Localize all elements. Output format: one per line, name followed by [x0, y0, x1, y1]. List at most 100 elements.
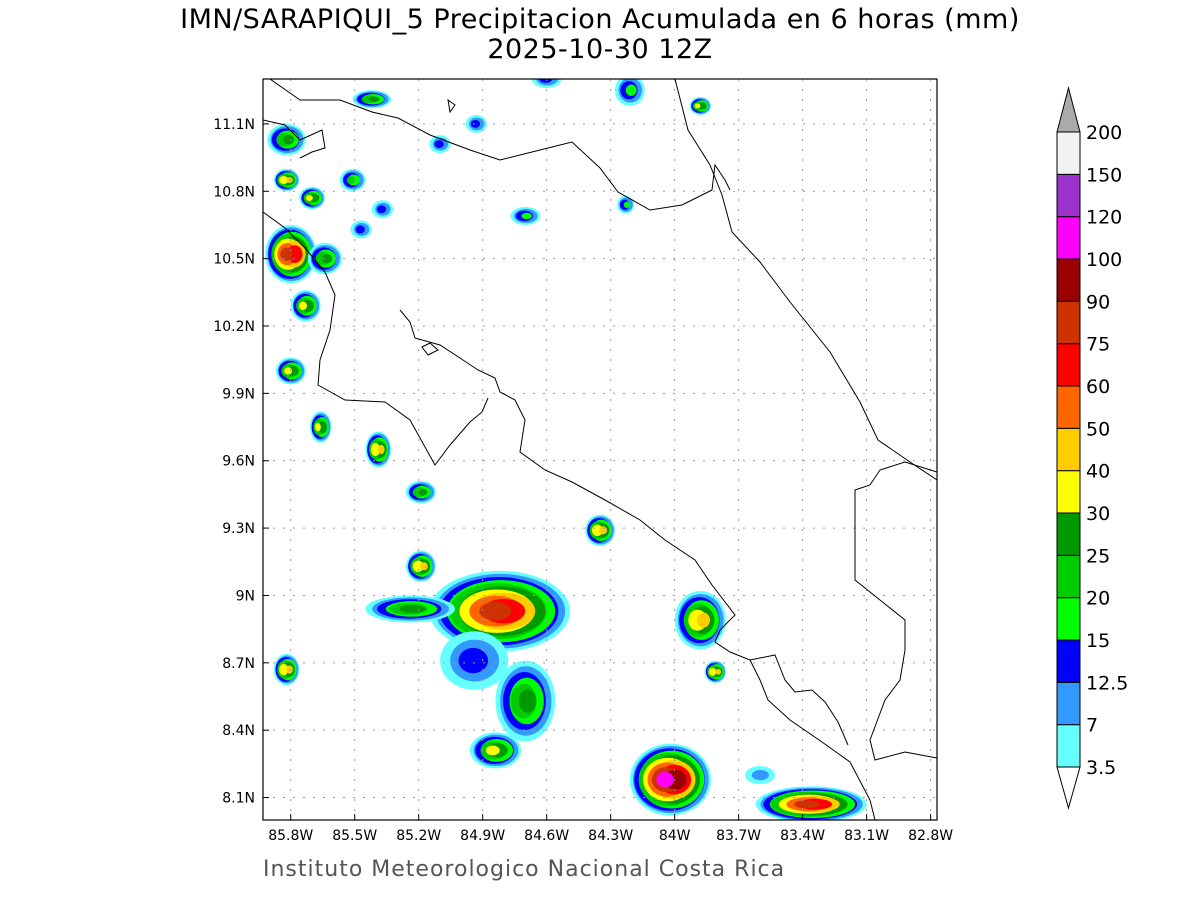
- colorbar-label: 150: [1086, 164, 1122, 186]
- map-title: IMN/SARAPIQUI_5 Precipitacion Acumulada …: [180, 4, 1020, 35]
- colorbar-swatch: [1056, 173, 1081, 218]
- x-tick-label: 83.4W: [780, 828, 825, 844]
- colorbar-swatch: [1056, 554, 1081, 599]
- rain-cell: [365, 595, 455, 623]
- rain-cell: [273, 653, 300, 686]
- rain-cell: [704, 660, 726, 684]
- rain-cell: [365, 431, 391, 468]
- rain-cell: [510, 206, 541, 225]
- rain-cell: [614, 79, 645, 106]
- border-nicaragua: [269, 79, 731, 211]
- rain-cell: [617, 195, 635, 214]
- y-tick-label: 9.3N: [222, 521, 255, 537]
- colorbar-swatch: [1056, 300, 1081, 345]
- border-panama: [854, 461, 937, 761]
- x-tick-label: 84.6W: [524, 828, 569, 844]
- x-tick-label: 85.5W: [332, 828, 377, 844]
- rain-cell: [405, 480, 436, 504]
- x-tick-label: 84.9W: [460, 828, 505, 844]
- coastlines: [263, 79, 937, 820]
- rain-cell: [429, 135, 451, 154]
- colorbar: 3.5 7 12.5 15 20 25 30 40 50 60 75 90 100 120 150 200: [1056, 86, 1128, 810]
- colorbar-label: 15: [1086, 630, 1110, 652]
- rain-cell: [339, 168, 366, 192]
- colorbar-swatch: [1056, 639, 1081, 683]
- rain-contour-30: [314, 422, 321, 432]
- rain-cell: [585, 514, 615, 547]
- rain-cell: [299, 186, 325, 210]
- rain-contour-25: [309, 193, 320, 203]
- colorbar-label: 60: [1086, 376, 1110, 398]
- rain-contour-75: [794, 800, 820, 809]
- y-tick-label: 8.7N: [222, 656, 255, 672]
- colorbar-label: 7: [1086, 715, 1098, 737]
- y-tick-label: 11.1N: [213, 117, 255, 133]
- coastline-nicoya-gulf: [399, 309, 876, 820]
- rain-contour-15: [521, 212, 533, 220]
- rain-contour-7: [751, 769, 770, 781]
- y-tick-label: 10.5N: [213, 252, 255, 268]
- rain-contour-40: [286, 665, 293, 674]
- rain-contour-25: [418, 488, 428, 496]
- rain-cell: [267, 123, 306, 156]
- rain-cell: [440, 631, 509, 690]
- map-subtitle: 2025-10-30 12Z: [487, 34, 713, 65]
- rain-contour-30: [279, 175, 289, 185]
- y-tick-label: 9N: [236, 588, 255, 604]
- rain-cell: [755, 786, 867, 820]
- lake-shore: [263, 119, 326, 159]
- rain-contour-30: [370, 442, 381, 457]
- rain-contour-40: [286, 177, 293, 183]
- rain-contour-30: [283, 367, 293, 375]
- rain-contour-25: [368, 96, 380, 102]
- y-tick-label: 9.6N: [222, 454, 255, 470]
- x-tick-label: 85.2W: [396, 828, 441, 844]
- rain-cell: [469, 732, 522, 769]
- rain-contour-40: [378, 444, 385, 455]
- colorbar-swatch: [1056, 724, 1081, 768]
- rain-contour-25: [399, 604, 426, 613]
- colorbar-swatch: [1056, 512, 1081, 556]
- rain-contour-12.5: [434, 140, 444, 149]
- colorbar-label: 75: [1086, 334, 1110, 356]
- rain-contour-40: [420, 562, 428, 571]
- rain-cell: [465, 114, 487, 133]
- x-tick-label: 83.7W: [716, 828, 761, 844]
- rain-cell: [352, 90, 391, 109]
- colorbar-label: 120: [1086, 207, 1122, 229]
- rain-cell: [290, 290, 321, 322]
- osa-peninsula: [749, 654, 849, 746]
- rain-contour-12.5: [539, 79, 553, 83]
- rain-cell: [531, 79, 562, 88]
- x-tick-label: 83.1W: [844, 828, 889, 844]
- rain-cell: [674, 590, 726, 650]
- rain-contour-30: [694, 103, 701, 109]
- x-tick-label: 82.8W: [908, 828, 953, 844]
- rain-contour-25: [518, 689, 537, 713]
- rain-cell: [309, 411, 332, 443]
- rain-cell: [273, 168, 300, 192]
- rain-cell: [405, 550, 436, 582]
- y-tick-label: 10.2N: [213, 319, 255, 335]
- coastline-pacific: [263, 211, 489, 466]
- rain-contour-40: [599, 526, 607, 535]
- colorbar-swatch: [1056, 343, 1081, 387]
- x-tick-label: 85.8W: [268, 828, 313, 844]
- colorbar-label: 3.5: [1086, 757, 1116, 779]
- colorbar-swatch: [1056, 131, 1081, 175]
- map-frame: [262, 78, 938, 821]
- precipitation-field: [265, 79, 867, 820]
- y-tick-label: 9.9N: [222, 386, 255, 402]
- rain-cell: [275, 357, 306, 385]
- rain-cell: [745, 766, 775, 785]
- rain-contour-25: [322, 254, 333, 264]
- colorbar-label: 20: [1086, 588, 1110, 610]
- rain-contour-75: [280, 247, 293, 261]
- rain-cell: [371, 200, 394, 219]
- colorbar-label: 200: [1086, 122, 1122, 144]
- rain-contour-30: [305, 194, 313, 202]
- colorbar-swatch: [1056, 597, 1081, 641]
- rain-contour-20: [346, 176, 355, 184]
- colorbar-swatch: [1056, 216, 1081, 260]
